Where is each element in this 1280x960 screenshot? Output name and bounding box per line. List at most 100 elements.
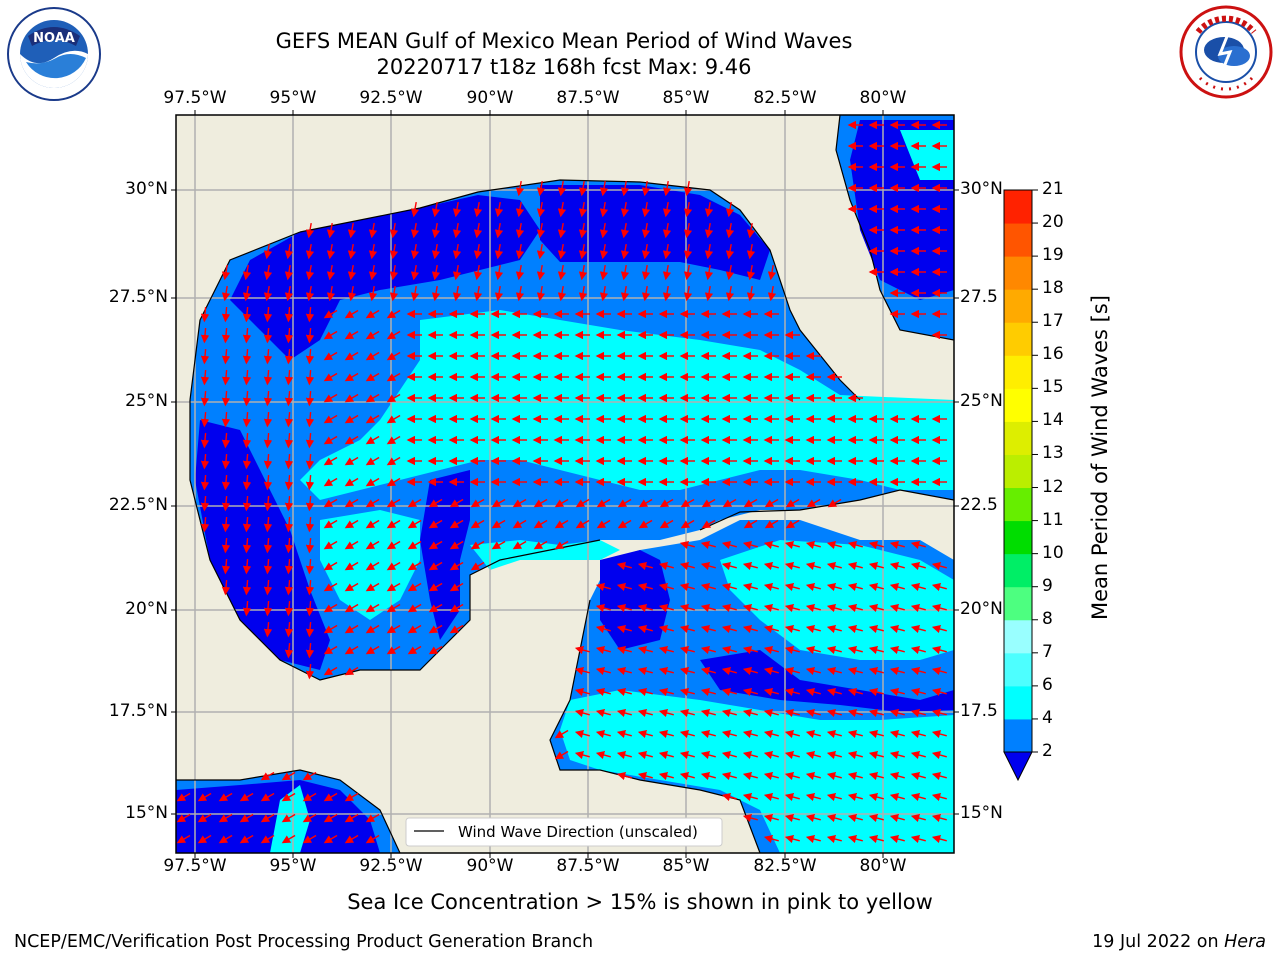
wave-arrow: [200, 516, 210, 533]
wave-arrow: [746, 222, 756, 239]
wave-arrow: [784, 729, 800, 739]
wave-arrow: [931, 603, 947, 613]
wave-arrow: [637, 708, 653, 718]
wave-arrow: [221, 474, 231, 491]
wave-arrow: [473, 222, 483, 239]
wave-arrow: [242, 432, 252, 449]
wave-arrow: [473, 201, 483, 218]
wave-arrow: [805, 666, 821, 676]
wave-arrow: [284, 537, 294, 554]
colorbar-tick-label: 9: [1042, 575, 1053, 596]
colorbar-tick-label: 16: [1042, 344, 1064, 365]
wave-arrow: [389, 243, 399, 260]
wind-wave-direction-arrows: [176, 120, 947, 844]
wave-arrow: [284, 516, 294, 533]
wave-arrow: [721, 561, 737, 571]
wave-arrow: [721, 792, 737, 802]
wave-arrow: [344, 603, 359, 613]
wave-arrow: [889, 645, 905, 655]
wave-arrow: [305, 264, 315, 281]
wave-arrow: [386, 456, 401, 466]
colorbar-segment: [1004, 454, 1032, 489]
wave-arrow: [323, 351, 338, 361]
wave-arrow: [700, 771, 716, 781]
wave-arrow: [386, 498, 401, 508]
wave-arrow: [847, 771, 863, 781]
wave-arrow: [554, 750, 569, 760]
wave-arrow: [305, 432, 315, 449]
colorbar-tick-label: 17: [1042, 311, 1064, 332]
wave-arrow: [557, 243, 567, 260]
wave-arrow: [683, 285, 693, 302]
wave-arrow: [365, 498, 380, 508]
wave-arrow: [410, 222, 420, 239]
wave-arrow: [704, 201, 714, 218]
wave-arrow: [847, 666, 863, 676]
wave-arrow: [515, 243, 525, 260]
wave-arrow: [284, 432, 294, 449]
wave-arrow: [305, 600, 315, 617]
wave-arrow: [494, 201, 504, 218]
wave-arrow: [662, 243, 672, 260]
wave-arrow: [847, 687, 863, 697]
wave-arrow: [662, 285, 672, 302]
wave-arrow: [305, 474, 315, 491]
wave-arrow: [725, 201, 735, 218]
wave-arrow: [805, 729, 821, 739]
wave-arrow: [176, 834, 191, 844]
wave-arrow: [742, 729, 758, 739]
wave-arrow: [368, 243, 378, 260]
wave-arrow: [323, 561, 338, 571]
wave-arrow: [305, 390, 315, 407]
colorbar-segment: [1004, 553, 1032, 588]
wave-arrow: [221, 579, 231, 596]
wave-arrow: [578, 222, 588, 239]
wave-arrow: [344, 477, 359, 487]
colorbar-tick-label: 8: [1042, 608, 1053, 629]
wave-arrow: [221, 327, 231, 344]
arrow-legend: Wind Wave Direction (unscaled): [405, 817, 723, 847]
colorbar-segment: [1004, 223, 1032, 257]
wave-arrow: [910, 729, 926, 739]
wave-arrow: [365, 645, 380, 655]
wave-arrow: [284, 243, 294, 260]
wave-arrow: [242, 579, 252, 596]
wave-arrow: [365, 813, 380, 823]
wave-arrow: [407, 603, 422, 613]
wave-arrow: [512, 498, 527, 508]
wave-arrow: [344, 435, 359, 445]
wave-arrow: [721, 687, 737, 697]
wave-arrow: [784, 645, 800, 655]
wave-arrow: [242, 390, 252, 407]
wave-arrow: [742, 624, 758, 634]
colorbar-segment: [1004, 487, 1032, 522]
wave-arrow: [578, 180, 588, 197]
wave-arrow: [452, 222, 462, 239]
wave-arrow: [721, 603, 737, 613]
wave-arrow: [700, 624, 716, 634]
wave-arrow: [784, 666, 800, 676]
lat-label-left: 15°N: [125, 803, 168, 823]
wave-arrow: [889, 708, 905, 718]
wave-arrow: [365, 330, 380, 340]
wave-arrow: [868, 666, 884, 676]
wave-arrow: [931, 708, 947, 718]
wave-arrow: [533, 498, 548, 508]
wave-arrow: [763, 645, 779, 655]
wave-arrow: [595, 603, 611, 613]
wave-arrow: [638, 519, 653, 529]
wave-arrow: [305, 495, 315, 512]
wave-arrow: [784, 708, 800, 718]
wave-arrow: [305, 621, 315, 638]
wave-arrow: [701, 519, 716, 529]
wave-arrow: [221, 390, 231, 407]
colorbar-tick-label: 21: [1042, 179, 1064, 199]
wave-arrow: [784, 687, 800, 697]
wave-arrow: [491, 540, 506, 550]
wave-arrow: [263, 369, 273, 386]
wave-arrow: [574, 687, 590, 697]
wave-arrow: [260, 834, 275, 844]
wave-arrow: [200, 453, 210, 470]
lon-label-top: 90°W: [466, 88, 514, 108]
wave-arrow: [679, 645, 695, 655]
